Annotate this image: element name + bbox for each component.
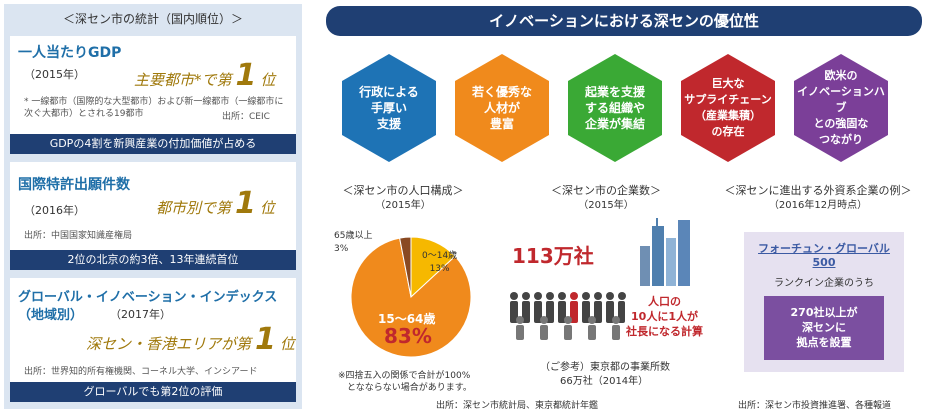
hex-talent: 若く優秀な 人材が 豊富 [455,54,549,162]
ranked-companies-label: ランクイン企業のうち [774,278,874,289]
stat-card-patents: 国際特許出願件数 （2016年） 都市別で第 1 位 出所：中国国家知識産権局 2位… [10,162,296,270]
card-source: 出所：CEIC [222,112,270,122]
foreign-card: フォーチュン・グローバル 500 ランクイン企業のうち 270社以上が 深センに… [744,232,904,372]
stats-title: ＜深セン市の統計（国内順位）＞ [62,12,243,26]
rank-suffix: 位 [279,335,295,353]
companies-subtitle: （2015年） [578,200,634,211]
foreign-title: ＜深センに進出する外資系企業の例＞ [724,184,912,197]
companies-source: 出所：深セン市統計局、東京都統計年鑑 [436,401,599,411]
fortune-label: フォーチュン・グローバル [758,242,890,255]
rank-number: 1 [255,322,276,357]
card-year: （2016年） [24,204,85,217]
advantages-title: イノベーションにおける深センの優位性 [326,6,922,36]
rank-prefix: 都市別で第 [156,199,232,217]
rank-suffix: 位 [259,199,275,217]
rank-number: 1 [235,186,256,221]
card-heading: 一人当たりGDP [18,45,122,61]
card-summary-bar: 2位の北京の約3倍、13年連続首位 [10,250,296,270]
tokyo-reference-count: 66万社（2014年） [560,376,649,387]
population-subtitle: （2015年） [375,200,431,211]
stat-card-innovation-index: グローバル・イノベーション・インデックス （地域別） （2017年） 深セン・香… [10,278,296,402]
population-title: ＜深セン市の人口構成＞ [342,184,464,197]
card-heading: 国際特許出願件数 [18,177,130,193]
pie-slice-2 [399,236,412,298]
companies-title: ＜深セン市の企業数＞ [551,184,661,197]
tokyo-reference: （ご参考）東京都の事業所数 [540,362,670,373]
rank-prefix: 深セン・香港エリアが第 [86,335,252,353]
hex-government-support: 行政による 手厚い 支援 [342,54,436,162]
card-summary-bar: GDPの4割を新興産業の付加価値が占める [10,134,296,154]
companies-count: 113万社 [512,244,594,268]
rank-prefix: 主要都市*で第 [134,71,232,89]
pie-slice-1 [350,237,472,358]
stats-panel: ＜深セン市の統計（国内順位）＞ 一人当たりGDP （2015年） 主要都市*で第… [4,4,302,409]
card-rank: 深セン・香港エリアが第 1 位 [86,322,295,357]
card-source: 出所：中国国家知識産権局 [24,231,133,241]
hex-startup-support: 起業を支援 する組織や 企業が集結 [568,54,662,162]
rank-suffix: 位 [260,71,276,89]
label-age-65-plus: 65歳以上 3% [334,231,373,254]
people-illustration [510,292,626,340]
foreign-source: 出所：深セン市投資推進署、各種報道 [738,401,892,411]
stat-card-gdp: 一人当たりGDP （2015年） 主要都市*で第 1 位 * 一線都市（国際的な大型… [10,36,296,154]
card-source: 出所：世界知的所有権機関、コーネル大学、インシアード [24,367,258,377]
population-pie-chart [350,236,472,358]
hex-western-hubs: 欧米の イノベーションハブ との強固な つながり [794,54,888,162]
rank-number: 1 [235,58,257,93]
foreign-subtitle: （2016年12月時点） [768,200,868,211]
card-heading: グローバル・イノベーション・インデックス [18,290,278,305]
skyline-illustration [640,218,690,286]
hex-supply-chain: 巨大な サプライチェーン （産業集積） の存在 [681,54,775,162]
foreign-count-box: 270社以上が 深センに 拠点を設置 [764,296,884,360]
population-note: ※四捨五入の関係で合計が100% となならない場合があります。 [338,371,472,393]
card-heading-sub: （地域別） [18,308,84,323]
card-rank: 都市別で第 1 位 [156,186,275,221]
label-age-0-14: 0～14歳 13% [422,251,458,274]
label-age-15-64: 15～64歳 [378,312,436,326]
card-note: * 一線都市（国際的な大型都市）および新一線都市（一線都市に次ぐ大都市）とされる… [24,97,284,119]
label-age-15-64-pct: 83% [384,324,432,348]
fortune-500: 500 [812,256,836,269]
card-rank: 主要都市*で第 1 位 [134,58,275,93]
card-year: （2017年） [110,308,171,321]
card-year: （2015年） [24,68,85,81]
card-summary-bar: グローバルでも第2位の評価 [10,382,296,402]
ceo-ratio-callout: 人口の 10人に1人が 社長になる計算 [626,295,703,338]
